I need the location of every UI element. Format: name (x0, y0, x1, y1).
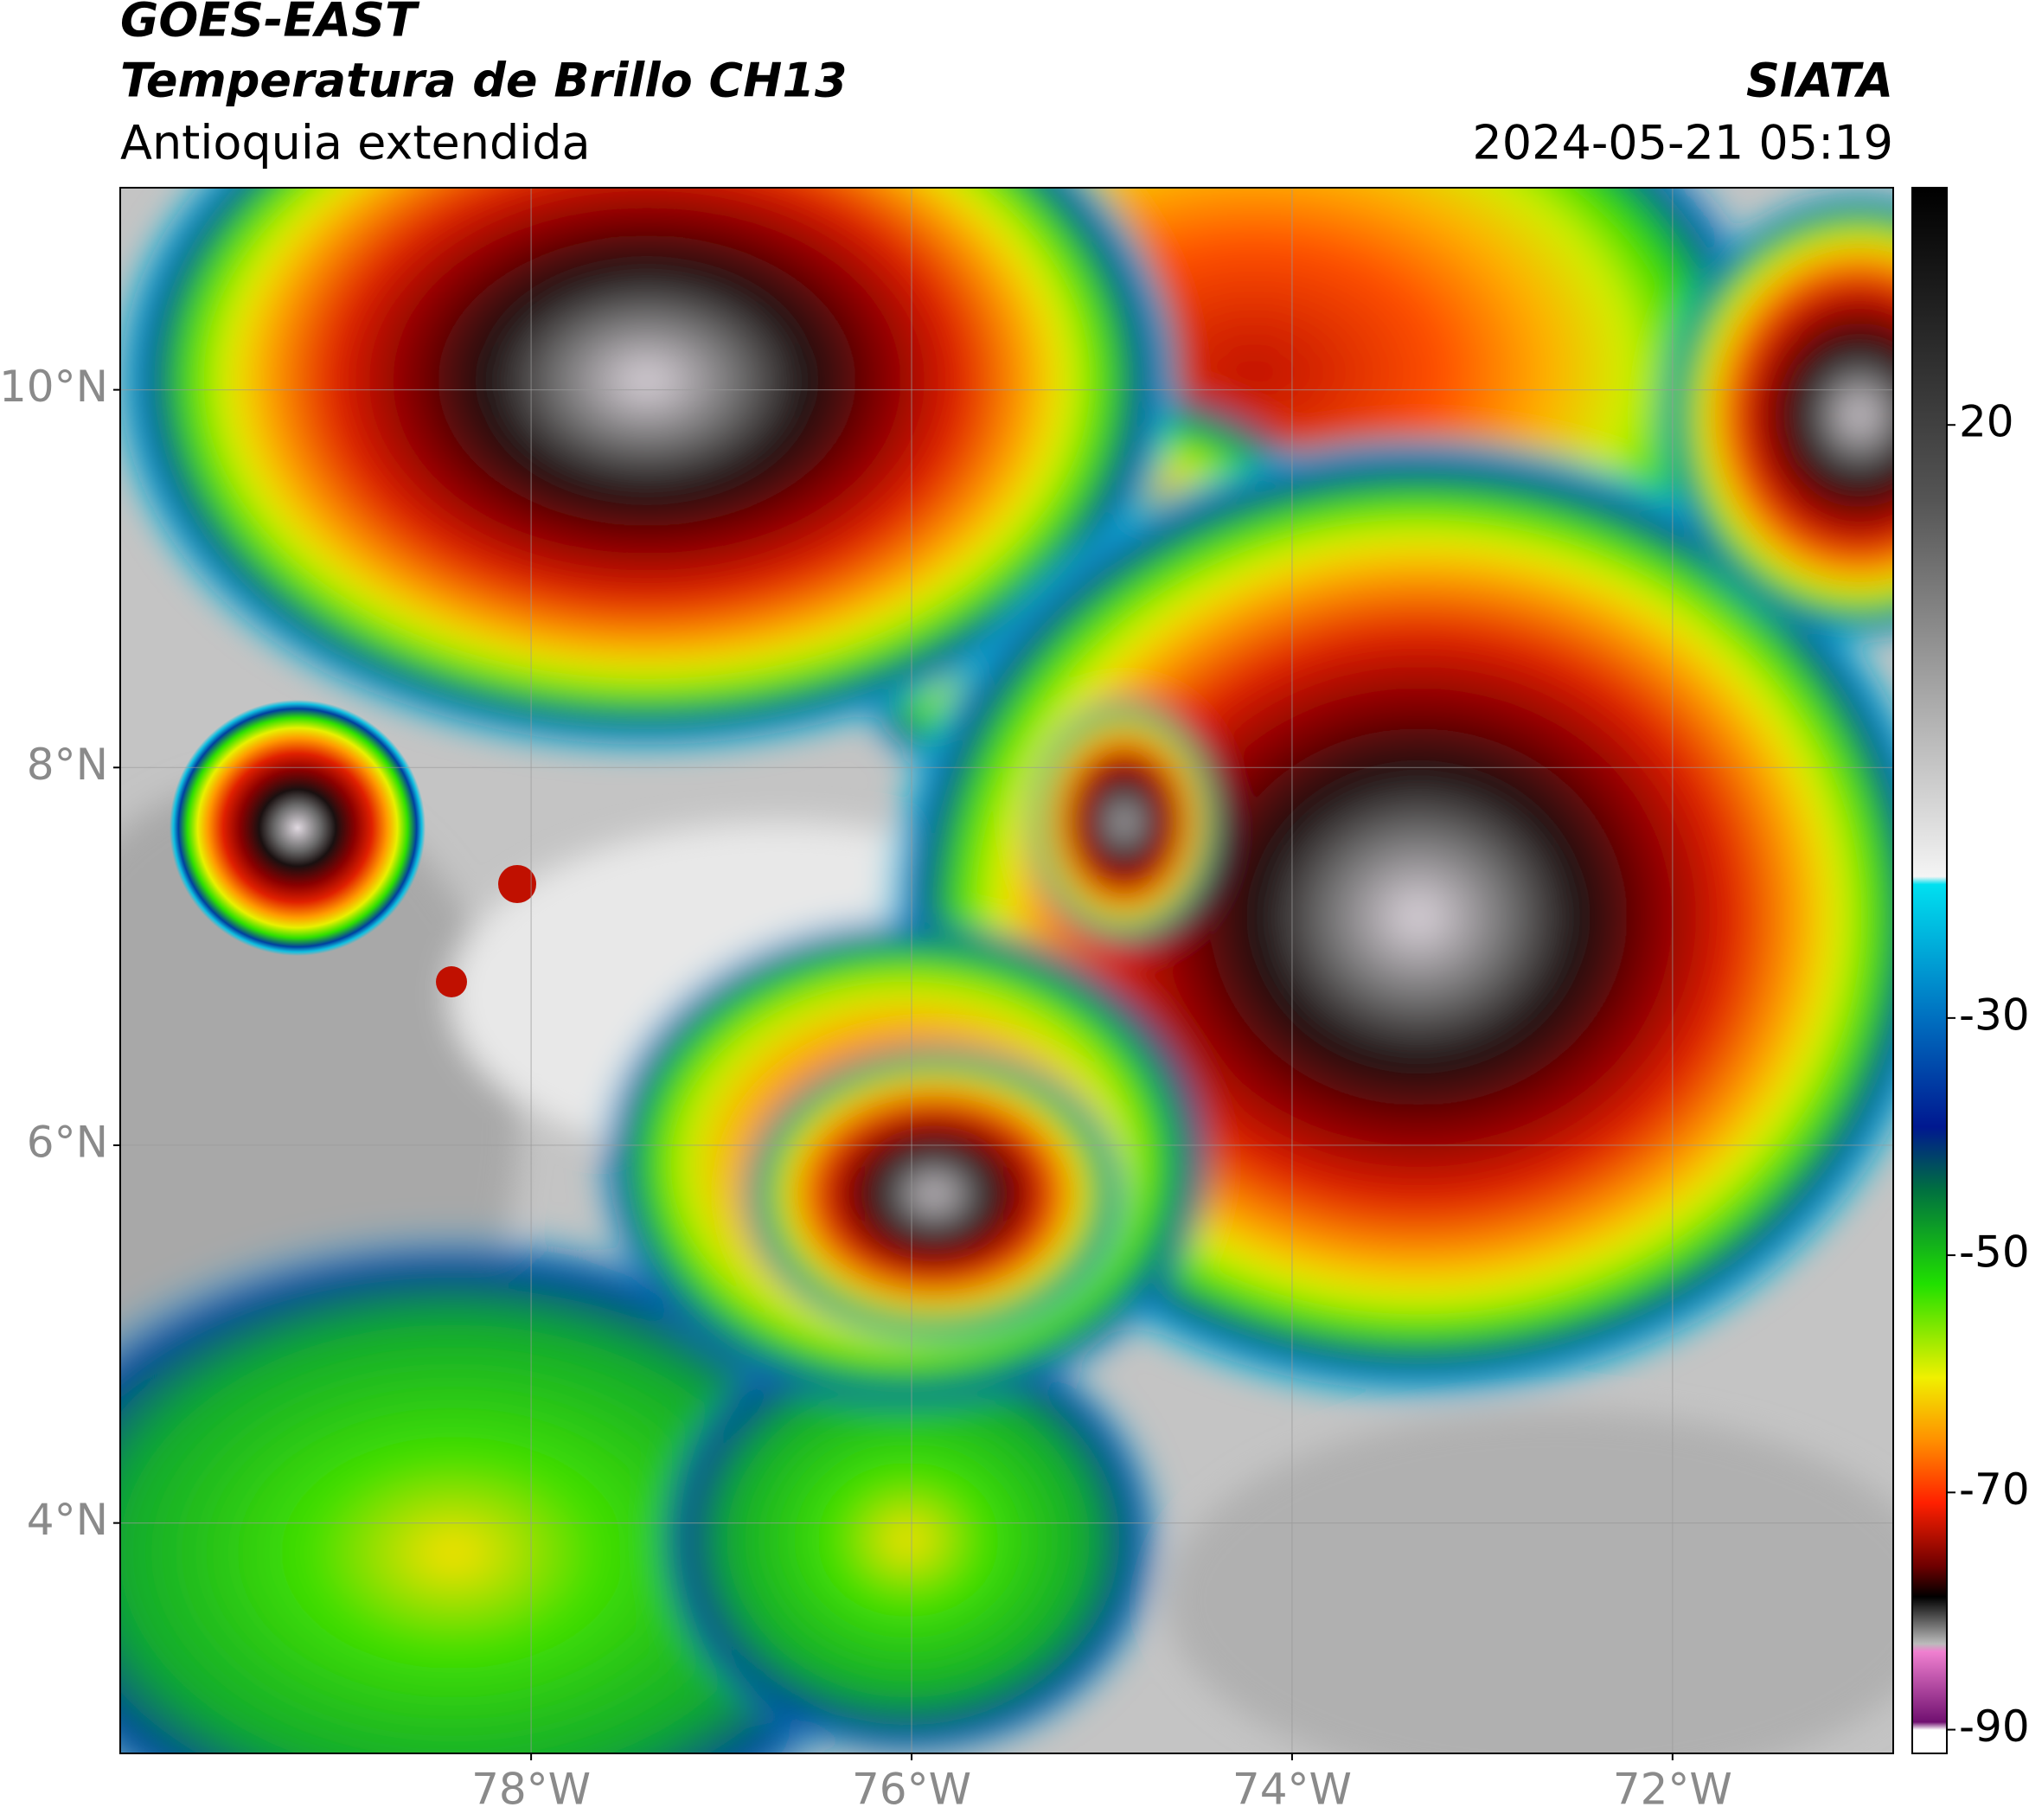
subtitle: Temperatura de Brillo CH13 (120, 54, 848, 108)
y-tick-label: 4°N (27, 1495, 108, 1545)
y-tick-label: 10°N (0, 362, 108, 412)
colorbar-tick-label: -70 (1959, 1464, 2029, 1515)
colorbar-tick-label: -90 (1959, 1701, 2029, 1752)
colorbar-tick-label: -30 (1959, 990, 2029, 1040)
source: SIATA (1746, 54, 1893, 108)
satellite-image (120, 188, 1893, 1753)
x-tick-label: 74°W (1232, 1765, 1352, 1815)
x-tick-label: 76°W (852, 1765, 971, 1815)
colorbar-tick-label: 20 (1959, 397, 2014, 447)
axis-labels: 78°W 76°W 74°W 72°W 4°N 6°N 8°N 10°N (0, 362, 1732, 1814)
title: GOES-EAST (120, 0, 420, 48)
datetime: 2024-05-21 05:19 (1472, 116, 1893, 170)
colorbar-tick-label: -50 (1959, 1227, 2029, 1278)
x-tick-label: 78°W (471, 1765, 591, 1815)
colorbar-ticks: 20 -30 -50 -70 -90 (1947, 397, 2029, 1752)
y-tick-label: 6°N (27, 1117, 108, 1167)
header: GOES-EAST Temperatura de Brillo CH13 Ant… (120, 0, 1893, 170)
region: Antioquia extendida (120, 116, 591, 170)
map-frame (119, 187, 1894, 1754)
colorbar (1911, 187, 1948, 1754)
graticule (120, 188, 1893, 1753)
y-tick-label: 8°N (27, 740, 108, 790)
x-tick-label: 72°W (1613, 1765, 1732, 1815)
